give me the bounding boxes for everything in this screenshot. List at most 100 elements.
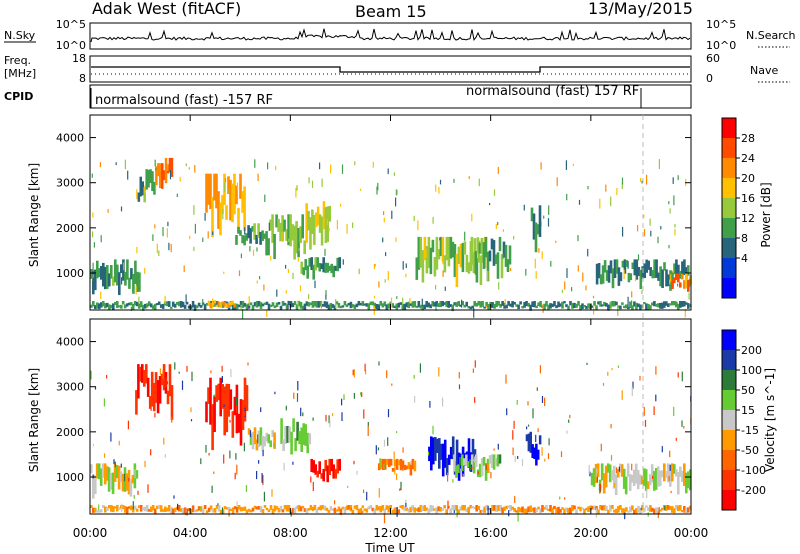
heatmap-cell xyxy=(498,236,502,252)
heatmap-cell xyxy=(361,301,365,306)
heatmap-cell xyxy=(638,474,642,485)
noise-point xyxy=(487,270,489,281)
heatmap-cell xyxy=(269,440,272,448)
noise-point xyxy=(609,301,611,308)
heatmap-cell xyxy=(118,507,121,510)
heatmap-cell xyxy=(115,465,119,479)
heatmap-cell xyxy=(121,473,125,492)
noise-point xyxy=(130,306,132,311)
heatmap-cell xyxy=(96,260,99,279)
noise-point xyxy=(115,162,117,166)
heatmap-cell xyxy=(537,302,540,306)
freq-tick-top: 18 xyxy=(72,52,86,65)
heatmap-cell xyxy=(106,302,109,308)
heatmap-cell xyxy=(125,506,129,514)
noise-point xyxy=(477,471,479,475)
noise-point xyxy=(487,464,490,473)
noise-point xyxy=(271,489,273,497)
noise-point xyxy=(688,279,691,288)
heatmap-cell xyxy=(245,509,249,514)
heatmap-cell xyxy=(109,472,113,490)
heatmap-cell xyxy=(505,505,508,510)
heatmap-cell xyxy=(673,301,676,306)
heatmap-cell xyxy=(417,236,421,270)
noise-point xyxy=(158,250,160,256)
heatmap-cell xyxy=(536,224,540,235)
heatmap-cell xyxy=(622,468,626,489)
noise-point xyxy=(453,178,455,183)
heatmap-cell xyxy=(651,507,654,512)
heatmap-cell xyxy=(602,473,606,494)
heatmap-cell xyxy=(211,404,214,451)
heatmap-cell xyxy=(527,433,531,452)
heatmap-cell xyxy=(379,506,383,513)
noise-point xyxy=(264,194,266,202)
heatmap-cell xyxy=(555,305,558,309)
heatmap-cell xyxy=(681,470,684,482)
heatmap-cell xyxy=(508,245,512,265)
heatmap-cell xyxy=(525,508,528,515)
noise-point xyxy=(379,458,381,468)
heatmap-cell xyxy=(451,505,454,511)
noise-point xyxy=(273,443,275,448)
heatmap-cell xyxy=(287,214,290,246)
heatmap-cell xyxy=(423,236,427,261)
noise-point xyxy=(150,449,152,456)
heatmap-cell xyxy=(165,507,169,512)
noise-point xyxy=(396,507,398,517)
noise-point xyxy=(133,495,135,499)
cpid-segment-1: normalsound (fast) -157 RF xyxy=(95,93,273,108)
noise-point xyxy=(262,475,264,485)
heatmap-cell xyxy=(643,263,646,279)
heatmap-cell xyxy=(433,302,436,307)
noise-point xyxy=(405,499,407,503)
heatmap-cell xyxy=(114,302,117,306)
heatmap-cell xyxy=(687,507,690,513)
heatmap-cell xyxy=(215,304,219,307)
noise-point xyxy=(542,304,544,313)
heatmap-cell xyxy=(183,304,187,309)
heatmap-cell xyxy=(613,259,617,278)
scatter-noise xyxy=(91,159,691,319)
noise-point xyxy=(677,283,679,287)
y-tick-label: 1000 xyxy=(56,471,84,484)
heatmap-cell xyxy=(545,505,548,511)
heatmap-cell xyxy=(233,396,237,416)
heatmap-cell xyxy=(329,303,333,310)
nave-label: Nave xyxy=(750,64,778,77)
heatmap-cell xyxy=(613,301,616,307)
heatmap-cell xyxy=(197,302,201,307)
noise-point xyxy=(214,394,216,397)
noise-point xyxy=(644,420,647,427)
heatmap-cell xyxy=(403,464,407,471)
noise-point xyxy=(506,408,508,416)
noise-point xyxy=(485,464,487,471)
noise-point xyxy=(136,246,138,254)
noise-point xyxy=(458,372,460,379)
heatmap-cell xyxy=(191,505,195,513)
noise-point xyxy=(544,397,546,406)
noise-point xyxy=(268,222,270,231)
heatmap-cell xyxy=(289,301,293,308)
heatmap-cell xyxy=(543,506,546,510)
heatmap-cell xyxy=(545,301,548,307)
heatmap-cell xyxy=(469,505,472,509)
noise-point xyxy=(683,425,685,429)
heatmap-cell xyxy=(549,303,552,309)
heatmap-cell xyxy=(316,257,319,268)
noise-point xyxy=(296,185,298,191)
colorbar-swatch xyxy=(722,158,736,179)
noise-point xyxy=(240,304,242,310)
time-tick-label: 00:00 xyxy=(674,526,709,540)
heatmap-cell xyxy=(453,244,457,278)
noise-point xyxy=(442,397,444,407)
heatmap-cell xyxy=(595,263,599,285)
heatmap-cell xyxy=(241,301,245,308)
heatmap-cell xyxy=(259,231,262,245)
heatmap-cell xyxy=(305,301,309,306)
noise-point xyxy=(328,227,330,232)
heatmap-cell xyxy=(484,462,488,481)
heatmap-cell xyxy=(283,219,286,232)
heatmap-cell xyxy=(459,244,463,268)
